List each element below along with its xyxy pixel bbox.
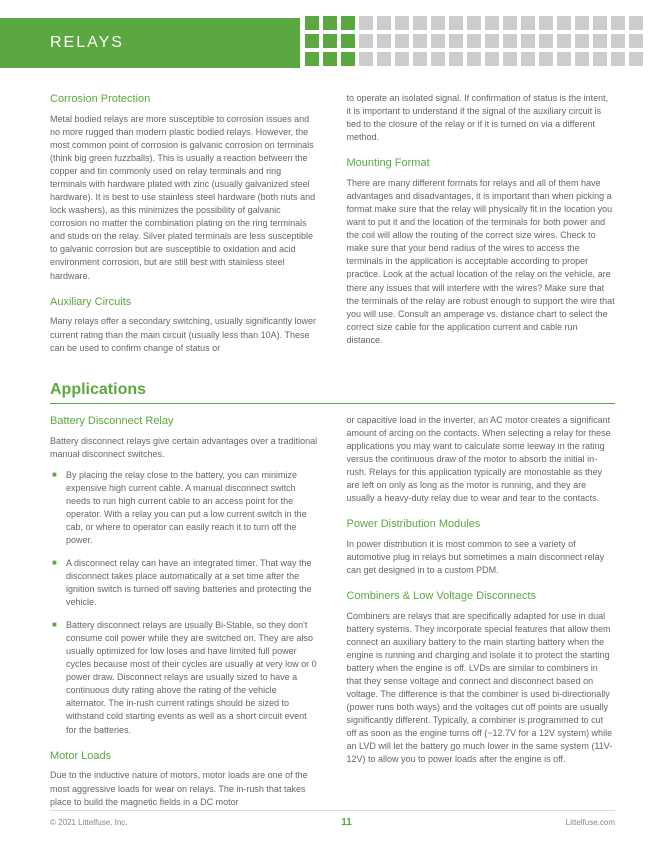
- square-grey: [395, 34, 409, 48]
- list-item: Battery disconnect relays are usually Bi…: [50, 619, 319, 736]
- decorative-squares: [305, 16, 643, 66]
- square-grey: [485, 52, 499, 66]
- applications-rule: [50, 403, 615, 404]
- square-grey: [629, 16, 643, 30]
- square-grey: [377, 34, 391, 48]
- square-green: [305, 34, 319, 48]
- top-left-column: Corrosion Protection Metal bodied relays…: [50, 92, 319, 363]
- battery-bullets: By placing the relay close to the batter…: [50, 469, 319, 737]
- square-grey: [377, 52, 391, 66]
- square-grey: [557, 52, 571, 66]
- square-grey: [413, 34, 427, 48]
- square-green: [323, 16, 337, 30]
- square-grey: [575, 52, 589, 66]
- square-grey: [413, 52, 427, 66]
- square-green: [305, 16, 319, 30]
- top-right-column: to operate an isolated signal. If confir…: [347, 92, 616, 363]
- square-grey: [557, 34, 571, 48]
- square-grey: [593, 16, 607, 30]
- square-grey: [575, 34, 589, 48]
- page-title: RELAYS: [50, 34, 124, 52]
- square-green: [305, 52, 319, 66]
- square-grey: [611, 16, 625, 30]
- applications-section: Battery Disconnect Relay Battery disconn…: [50, 414, 615, 817]
- square-grey: [539, 34, 553, 48]
- heading-corrosion: Corrosion Protection: [50, 92, 319, 108]
- para-corrosion: Metal bodied relays are more susceptible…: [50, 113, 319, 283]
- square-grey: [449, 34, 463, 48]
- heading-mounting: Mounting Format: [347, 156, 616, 172]
- square-grey: [503, 16, 517, 30]
- top-section: Corrosion Protection Metal bodied relays…: [50, 92, 615, 363]
- page-content: Corrosion Protection Metal bodied relays…: [50, 92, 615, 792]
- square-green: [341, 16, 355, 30]
- square-grey: [431, 52, 445, 66]
- square-grey: [467, 52, 481, 66]
- square-grey: [485, 16, 499, 30]
- square-grey: [593, 34, 607, 48]
- square-grey: [431, 34, 445, 48]
- list-item: By placing the relay close to the batter…: [50, 469, 319, 547]
- square-grey: [521, 34, 535, 48]
- square-grey: [539, 16, 553, 30]
- square-grey: [359, 16, 373, 30]
- list-item: A disconnect relay can have an integrate…: [50, 557, 319, 609]
- para-combiners: Combiners are relays that are specifical…: [347, 610, 616, 767]
- square-grey: [521, 16, 535, 30]
- square-grey: [395, 16, 409, 30]
- square-grey: [413, 16, 427, 30]
- square-green: [323, 52, 337, 66]
- para-mounting: There are many different formats for rel…: [347, 177, 616, 347]
- square-grey: [485, 34, 499, 48]
- heading-motor-loads: Motor Loads: [50, 749, 319, 765]
- heading-battery-disconnect: Battery Disconnect Relay: [50, 414, 319, 430]
- square-grey: [629, 34, 643, 48]
- square-grey: [557, 16, 571, 30]
- para-aux-continued: to operate an isolated signal. If confir…: [347, 92, 616, 144]
- square-green: [323, 34, 337, 48]
- square-grey: [503, 34, 517, 48]
- footer-page-number: 11: [341, 817, 352, 828]
- square-grey: [449, 16, 463, 30]
- square-grey: [593, 52, 607, 66]
- square-grey: [467, 34, 481, 48]
- square-grey: [359, 52, 373, 66]
- square-grey: [395, 52, 409, 66]
- square-grey: [629, 52, 643, 66]
- heading-combiners: Combiners & Low Voltage Disconnects: [347, 589, 616, 605]
- square-grey: [449, 52, 463, 66]
- square-grey: [575, 16, 589, 30]
- square-grey: [377, 16, 391, 30]
- square-grey: [359, 34, 373, 48]
- footer-copyright: © 2021 Littelfuse, Inc.: [50, 818, 128, 827]
- heading-pdm: Power Distribution Modules: [347, 517, 616, 533]
- square-grey: [467, 16, 481, 30]
- apps-right-column: or capacitive load in the inverter, an A…: [347, 414, 616, 817]
- square-grey: [611, 34, 625, 48]
- heading-aux-circuits: Auxiliary Circuits: [50, 295, 319, 311]
- para-motor-loads: Due to the inductive nature of motors, m…: [50, 769, 319, 808]
- para-aux-circuits: Many relays offer a secondary switching,…: [50, 315, 319, 354]
- footer-url: Littelfuse.com: [566, 818, 615, 827]
- square-grey: [521, 52, 535, 66]
- square-green: [341, 34, 355, 48]
- para-motor-continued: or capacitive load in the inverter, an A…: [347, 414, 616, 505]
- page-footer: © 2021 Littelfuse, Inc. 11 Littelfuse.co…: [50, 810, 615, 828]
- header-band: RELAYS: [0, 18, 300, 68]
- square-grey: [503, 52, 517, 66]
- square-grey: [539, 52, 553, 66]
- heading-applications: Applications: [50, 381, 615, 399]
- para-pdm: In power distribution it is most common …: [347, 538, 616, 577]
- para-battery-intro: Battery disconnect relays give certain a…: [50, 435, 319, 461]
- square-grey: [431, 16, 445, 30]
- square-grey: [611, 52, 625, 66]
- square-green: [341, 52, 355, 66]
- apps-left-column: Battery Disconnect Relay Battery disconn…: [50, 414, 319, 817]
